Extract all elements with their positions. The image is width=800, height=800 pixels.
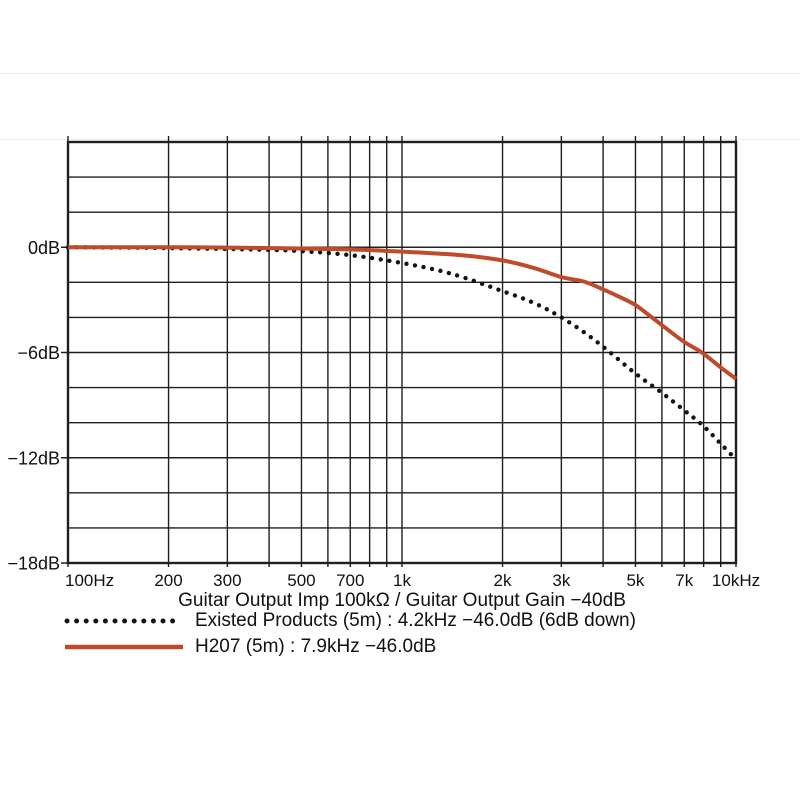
svg-text:−12dB: −12dB [7, 448, 60, 468]
svg-text:300: 300 [213, 571, 241, 590]
curve-h207 [67, 245, 738, 381]
svg-text:−6dB: −6dB [17, 343, 60, 363]
x-axis-title: Guitar Output Imp 100kΩ / Guitar Output … [178, 590, 626, 611]
faint-horizontal-rule-top [0, 73, 800, 74]
svg-text:3k: 3k [552, 571, 570, 590]
legend-label-existed-products: Existed Products (5m) : 4.2kHz −46.0dB (… [195, 610, 636, 631]
svg-text:5k: 5k [626, 571, 644, 590]
plot-border [66, 140, 738, 565]
svg-text:10kHz: 10kHz [712, 571, 760, 590]
svg-text:2k: 2k [494, 571, 512, 590]
grid-lines [61, 136, 737, 567]
solid-line-swatch [65, 644, 183, 650]
legend-item-existed-products: Existed Products (5m) : 4.2kHz −46.0dB (… [63, 609, 636, 633]
svg-text:0dB: 0dB [28, 238, 60, 258]
dotted-line-swatch [64, 618, 185, 624]
x-axis-tick-labels: 100Hz 200 300 500 700 1k 2k 3k 5k 7k 10kHz [65, 571, 760, 590]
svg-text:500: 500 [287, 571, 315, 590]
faint-horizontal-rule-mid [0, 139, 800, 140]
chart-legend: Existed Products (5m) : 4.2kHz −46.0dB (… [63, 609, 636, 659]
svg-text:200: 200 [154, 571, 182, 590]
y-axis-tick-labels: 0dB −6dB −12dB −18dB [7, 238, 60, 574]
svg-text:−18dB: −18dB [7, 554, 60, 574]
svg-text:100Hz: 100Hz [65, 571, 114, 590]
legend-item-h207: H207 (5m) : 7.9kHz −46.0dB [63, 635, 636, 659]
svg-text:1k: 1k [393, 571, 411, 590]
legend-label-h207: H207 (5m) : 7.9kHz −46.0dB [195, 636, 437, 657]
svg-text:7k: 7k [675, 571, 693, 590]
svg-text:700: 700 [336, 571, 364, 590]
